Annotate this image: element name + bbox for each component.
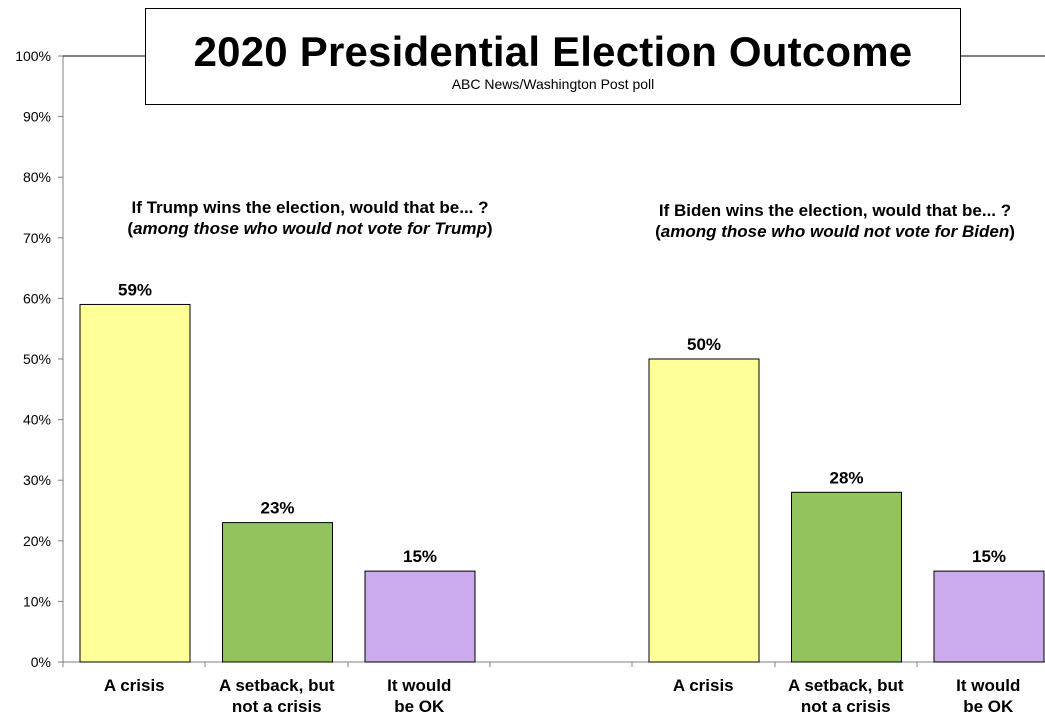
chart-title: 2020 Presidential Election Outcome bbox=[193, 28, 913, 75]
y-tick-label: 40% bbox=[23, 412, 51, 428]
y-tick-label: 20% bbox=[23, 533, 51, 549]
y-tick-label: 80% bbox=[23, 169, 51, 185]
bar bbox=[648, 358, 760, 663]
biden-question-note: (among those who would not vote for Bide… bbox=[655, 222, 1015, 241]
y-tick-label: 10% bbox=[23, 593, 51, 609]
data-label: 23% bbox=[260, 499, 294, 518]
x-category-label: It would bbox=[956, 676, 1020, 695]
data-label: 50% bbox=[687, 335, 721, 354]
biden-question: If Biden wins the election, would that b… bbox=[585, 200, 1045, 242]
trump-question: If Trump wins the election, would that b… bbox=[60, 197, 560, 239]
title-box: 2020 Presidential Election Outcome ABC N… bbox=[145, 8, 961, 105]
trump-question-text: If Trump wins the election, would that b… bbox=[131, 198, 489, 217]
data-label: 28% bbox=[829, 468, 863, 487]
x-category-label: not a crisis bbox=[801, 697, 891, 716]
x-category-label: not a crisis bbox=[232, 697, 322, 716]
x-category-label: A setback, but bbox=[219, 676, 335, 695]
trump-question-note: (among those who would not vote for Trum… bbox=[127, 219, 493, 238]
y-tick-label: 70% bbox=[23, 230, 51, 246]
y-tick-label: 100% bbox=[15, 48, 51, 64]
bar bbox=[79, 303, 191, 663]
x-category-label: A crisis bbox=[104, 676, 165, 695]
data-label: 59% bbox=[118, 280, 152, 299]
bar bbox=[933, 570, 1045, 663]
y-tick-label: 60% bbox=[23, 290, 51, 306]
bar bbox=[791, 491, 902, 663]
data-label: 15% bbox=[972, 547, 1006, 566]
x-category-label: It would bbox=[387, 676, 451, 695]
y-tick-label: 50% bbox=[23, 351, 51, 367]
y-tick-label: 30% bbox=[23, 472, 51, 488]
bar bbox=[222, 522, 333, 663]
chart-subtitle: ABC News/Washington Post poll bbox=[451, 76, 655, 92]
data-label: 15% bbox=[403, 547, 437, 566]
y-tick-label: 0% bbox=[31, 654, 51, 670]
biden-question-text: If Biden wins the election, would that b… bbox=[658, 201, 1012, 220]
x-category-label: be OK bbox=[963, 697, 1014, 716]
x-category-label: A setback, but bbox=[788, 676, 904, 695]
bar bbox=[364, 570, 476, 663]
y-tick-label: 90% bbox=[23, 109, 51, 125]
x-category-label: A crisis bbox=[673, 676, 734, 695]
x-category-label: be OK bbox=[394, 697, 445, 716]
